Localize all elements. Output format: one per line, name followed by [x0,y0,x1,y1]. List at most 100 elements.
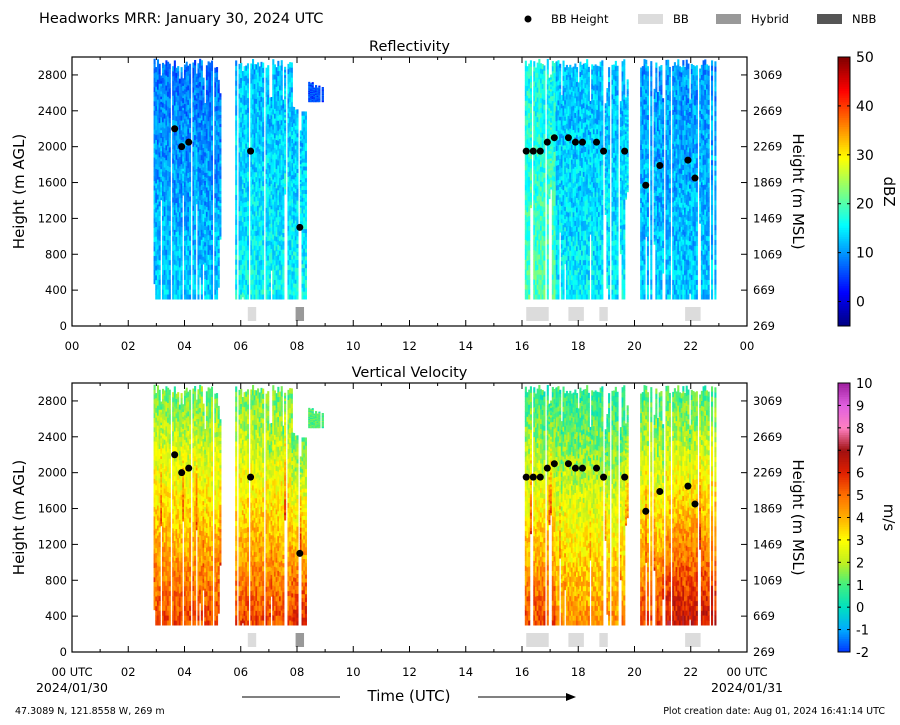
heat-cell [160,137,163,141]
heat-cell [258,148,261,155]
heat-cell [282,211,285,217]
heat-cell [548,178,551,182]
heat-cell [205,89,208,95]
heat-cell [543,206,546,212]
heat-cell [194,139,197,146]
heat-cell [252,129,255,135]
heat-cell [246,73,250,79]
heat-cell [551,194,554,201]
heat-cell [156,204,160,210]
heat-cell [550,76,553,80]
heat-cell [267,211,270,217]
heat-cell [167,106,170,112]
heat-cell [541,294,544,300]
heat-cell [548,110,551,114]
heat-cell [162,82,165,88]
heat-cell [311,83,314,85]
heat-cell [301,134,304,140]
heat-cell [204,119,207,124]
heat-cell [199,258,202,264]
heat-cell [182,126,185,130]
heat-cell [526,240,529,247]
heat-cell [187,279,190,285]
heat-cell [262,136,265,142]
heat-cell [538,169,541,175]
panel-title: Reflectivity [369,39,450,55]
heat-cell [257,116,260,122]
heat-cell [536,284,539,290]
heat-cell [210,80,214,86]
heat-cell [245,128,248,135]
heat-cell [214,241,217,247]
heat-cell [255,137,258,143]
heat-cell [546,199,549,205]
heat-cell [158,117,161,124]
heat-cell [183,64,187,70]
heat-cell [214,111,217,117]
heat-cell [162,92,165,98]
heat-cell [257,141,260,147]
heat-cell [253,108,256,114]
heat-cell [533,219,536,226]
heat-cell [272,214,275,220]
heat-cell [202,143,205,148]
heat-cell [168,181,171,187]
heat-cell [162,97,165,103]
heat-cell [200,75,203,81]
heat-cell [204,225,207,231]
heat-cell [168,279,171,285]
heat-cell [180,129,183,136]
heat-cell [168,186,171,192]
heat-cell [304,154,307,159]
heat-cell [172,240,175,247]
heat-cell [311,94,314,95]
heat-cell [553,72,556,79]
heat-cell [194,254,197,260]
heat-cell [167,170,170,176]
heat-cell [204,123,207,128]
heat-cell [282,186,285,192]
heat-cell [555,61,558,67]
heat-cell [296,148,299,154]
heat-cell [158,166,161,173]
heat-cell [189,117,192,124]
heat-cell [284,101,287,105]
heat-cell [243,260,246,266]
heat-cell [178,253,181,259]
heat-cell [173,274,176,280]
heat-cell [180,91,183,97]
heat-cell [153,246,156,252]
heat-cell [541,225,544,231]
heat-cell [293,271,296,276]
heat-cell [555,209,558,216]
heat-cell [165,199,168,205]
heat-cell [275,144,278,150]
heat-cell [255,294,258,300]
heat-cell [559,133,562,138]
heat-cell [240,200,243,206]
heat-cell [311,100,314,102]
heat-cell [555,71,558,77]
heat-cell [205,99,208,105]
heat-cell [167,274,170,280]
heat-cell [282,162,285,167]
heat-cell [555,244,558,250]
heat-cell [277,85,280,92]
heat-cell [279,172,282,178]
heat-cell [291,142,294,148]
heat-cell [299,193,302,196]
heat-cell [245,240,248,246]
heat-cell [156,284,160,290]
heat-cell [546,229,549,235]
heat-cell [214,91,217,97]
heat-cell [301,127,304,132]
heat-cell [291,166,294,172]
heat-cell [534,294,538,300]
heat-cell [289,244,292,251]
heat-cell [177,182,180,188]
heat-cell [189,88,192,94]
heat-cell [255,235,258,241]
heat-cell [156,244,160,250]
heat-cell [160,85,163,89]
heat-cell [194,109,197,116]
